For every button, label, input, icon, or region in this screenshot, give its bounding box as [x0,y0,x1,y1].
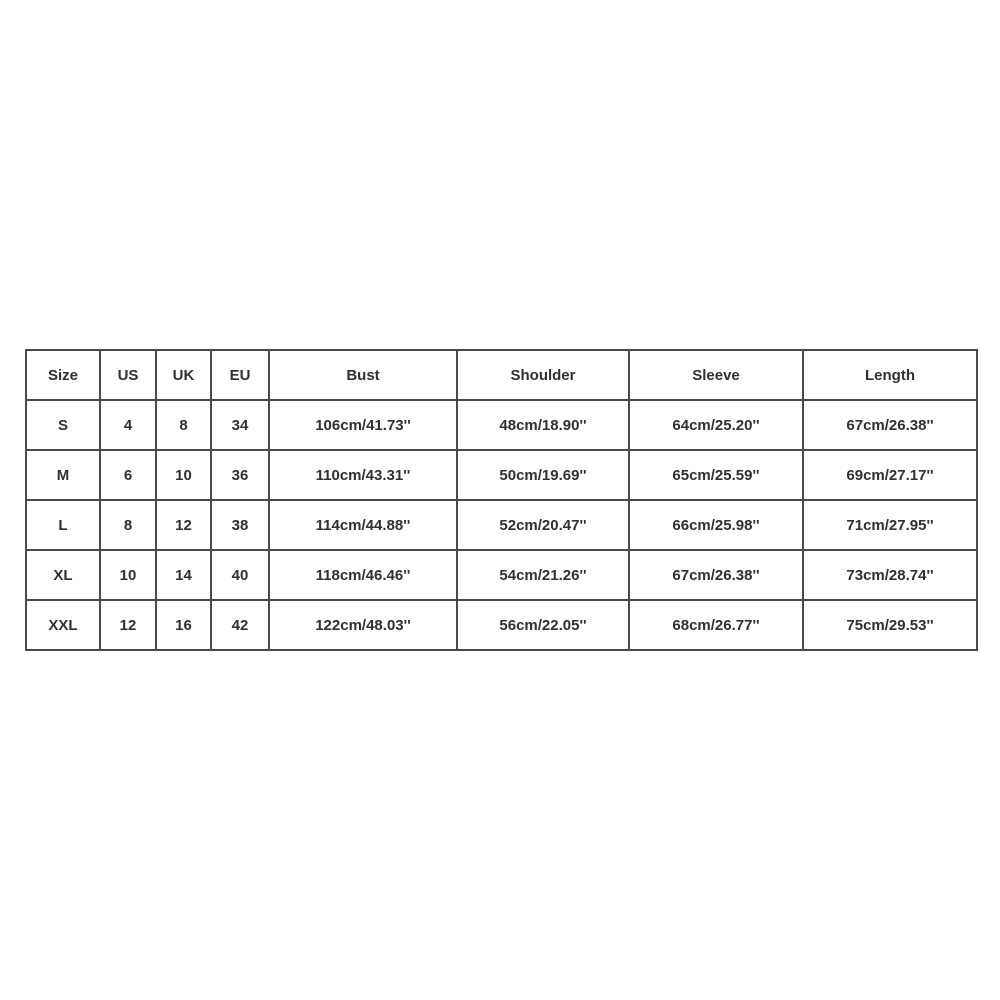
table-cell: 42 [210,599,270,651]
table-header-cell-length: Length [802,349,978,401]
table-header-cell-size: Size [25,349,101,401]
table-cell: 38 [210,499,270,551]
table-row-xxl: XXL 12 16 42 122cm/48.03'' 56cm/22.05'' … [25,599,978,651]
table-cell: 48cm/18.90'' [456,399,630,451]
table-cell: M [25,449,101,501]
table-row-s: S 4 8 34 106cm/41.73'' 48cm/18.90'' 64cm… [25,399,978,451]
table-row-m: M 6 10 36 110cm/43.31'' 50cm/19.69'' 65c… [25,449,978,501]
table-cell: 40 [210,549,270,601]
table-cell: S [25,399,101,451]
table-cell: 106cm/41.73'' [268,399,458,451]
table-header-cell-us: US [99,349,157,401]
table-cell: 75cm/29.53'' [802,599,978,651]
table-cell: 114cm/44.88'' [268,499,458,551]
table-cell: 65cm/25.59'' [628,449,804,501]
table-cell: 52cm/20.47'' [456,499,630,551]
table-cell: 10 [99,549,157,601]
size-chart: Size US UK EU Bust Shoulder Sleeve Lengt… [25,349,978,651]
size-chart-table: Size US UK EU Bust Shoulder Sleeve Lengt… [25,349,978,651]
table-cell: 71cm/27.95'' [802,499,978,551]
table-cell: 69cm/27.17'' [802,449,978,501]
table-cell: 122cm/48.03'' [268,599,458,651]
table-cell: 50cm/19.69'' [456,449,630,501]
table-cell: 73cm/28.74'' [802,549,978,601]
table-cell: L [25,499,101,551]
table-cell: 68cm/26.77'' [628,599,804,651]
table-cell: 67cm/26.38'' [628,549,804,601]
table-cell: 10 [155,449,212,501]
table-cell: 64cm/25.20'' [628,399,804,451]
table-cell: 8 [155,399,212,451]
table-cell: XXL [25,599,101,651]
table-cell: 66cm/25.98'' [628,499,804,551]
table-cell: 67cm/26.38'' [802,399,978,451]
table-row-l: L 8 12 38 114cm/44.88'' 52cm/20.47'' 66c… [25,499,978,551]
table-cell: 56cm/22.05'' [456,599,630,651]
table-cell: 16 [155,599,212,651]
table-cell: 36 [210,449,270,501]
table-cell: 34 [210,399,270,451]
table-cell: 118cm/46.46'' [268,549,458,601]
table-cell: 12 [99,599,157,651]
table-cell: 4 [99,399,157,451]
table-cell: 14 [155,549,212,601]
table-cell: 12 [155,499,212,551]
table-header-row: Size US UK EU Bust Shoulder Sleeve Lengt… [25,349,978,401]
table-cell: 6 [99,449,157,501]
table-header-cell-bust: Bust [268,349,458,401]
table-cell: 8 [99,499,157,551]
table-header-cell-sleeve: Sleeve [628,349,804,401]
table-cell: XL [25,549,101,601]
table-header-cell-eu: EU [210,349,270,401]
table-cell: 110cm/43.31'' [268,449,458,501]
table-row-xl: XL 10 14 40 118cm/46.46'' 54cm/21.26'' 6… [25,549,978,601]
table-header-cell-uk: UK [155,349,212,401]
table-header-cell-shoulder: Shoulder [456,349,630,401]
table-cell: 54cm/21.26'' [456,549,630,601]
